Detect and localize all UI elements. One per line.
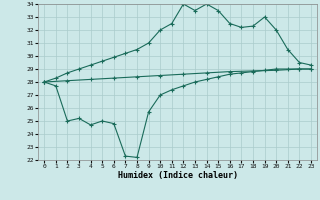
X-axis label: Humidex (Indice chaleur): Humidex (Indice chaleur) [118,171,238,180]
